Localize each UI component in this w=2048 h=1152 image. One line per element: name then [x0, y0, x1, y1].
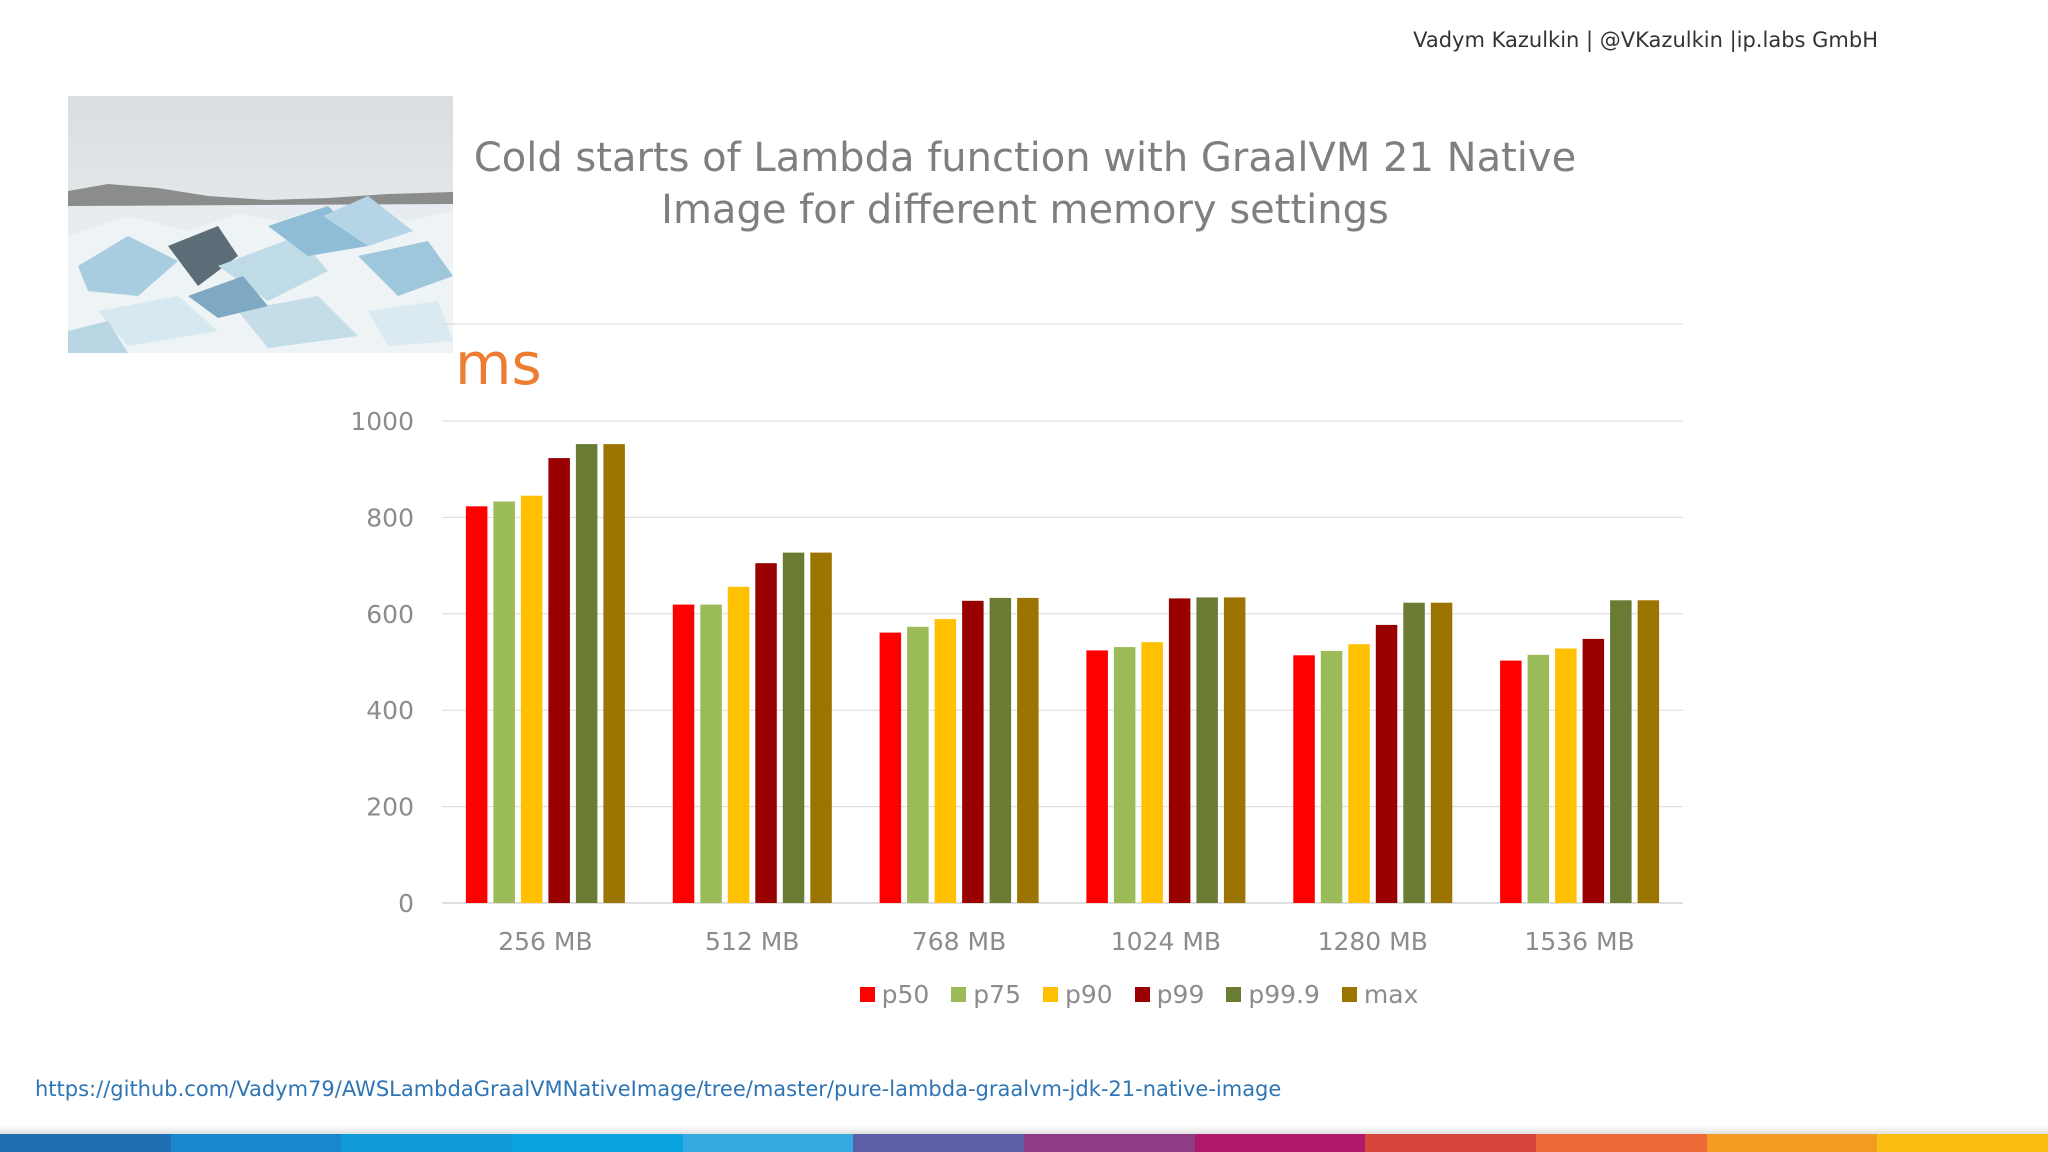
bar-p50 — [1086, 650, 1108, 903]
legend-swatch — [951, 986, 967, 1002]
x-tick-label: 512 MB — [705, 927, 799, 956]
legend-swatch — [1341, 986, 1357, 1002]
bar-p99_9 — [1610, 600, 1632, 903]
footer-stripe-segment — [1024, 1134, 1195, 1152]
chart-title-line-1: Cold starts of Lambda function with Graa… — [473, 135, 1577, 181]
footer-stripe-segment — [1877, 1134, 2048, 1152]
y-tick-label: 600 — [366, 600, 414, 629]
legend-item: p75 — [951, 980, 1021, 1009]
bar-max — [1017, 597, 1039, 903]
bar-max — [603, 444, 625, 903]
bar-p90 — [1348, 644, 1370, 903]
footer-shadow — [0, 1126, 2048, 1134]
bar-p50 — [879, 632, 902, 903]
bar-p75 — [907, 626, 929, 903]
legend-label: max — [1363, 979, 1419, 1009]
chart-title-line-2: Image for different memory settings — [661, 187, 1389, 233]
bar-p50 — [1293, 655, 1315, 903]
bar-chart: 0 200 400 600 800 1000 256 MB 512 MB 768 MB 1024 … — [350, 323, 1683, 956]
legend-swatch — [1134, 986, 1150, 1002]
y-tick-label: 200 — [366, 793, 414, 822]
bar-p75 — [700, 604, 722, 903]
bar-max — [810, 552, 832, 903]
bar-p99_9 — [989, 597, 1012, 903]
bar-p99 — [755, 563, 777, 903]
footer-stripe-segment — [1536, 1134, 1707, 1152]
glacier-ice-photo — [68, 96, 453, 353]
bar-p99 — [1168, 598, 1191, 903]
legend-label: p99.9 — [1248, 979, 1320, 1009]
footer-stripe-segment — [1194, 1134, 1366, 1152]
legend-label: p75 — [973, 979, 1021, 1009]
bar-p99 — [1375, 624, 1398, 903]
legend-item: p90 — [1042, 979, 1113, 1009]
x-tick-label: 1536 MB — [1524, 927, 1634, 956]
x-tick-label: 1280 MB — [1318, 927, 1428, 956]
bar-p90 — [1555, 648, 1577, 903]
glacier-ice-illustration — [68, 96, 453, 353]
bar-p99 — [548, 458, 570, 903]
footer-stripe-segment — [1365, 1134, 1537, 1152]
footer-color-stripe — [0, 1134, 2048, 1152]
legend-item: p99 — [1134, 979, 1205, 1009]
legend-label: p90 — [1064, 979, 1113, 1009]
bar-p99_9 — [1403, 602, 1425, 903]
bar-p75 — [1113, 647, 1136, 903]
presenter-credit: Vadym Kazulkin | @VKazulkin |ip.labs Gmb… — [1413, 28, 1878, 52]
x-tick-label: 768 MB — [912, 927, 1006, 956]
y-tick-label: 0 — [398, 889, 414, 918]
chart-legend: p50 p75 p90 p99 p99.9 max — [0, 978, 2048, 1010]
footer-stripe-segment — [682, 1134, 854, 1152]
bar-p99_9 — [1196, 597, 1218, 903]
bar-p75 — [493, 501, 515, 903]
legend-swatch — [1042, 986, 1058, 1002]
y-tick-label: 400 — [366, 696, 414, 725]
footer-stripe-segment — [1706, 1134, 1878, 1152]
bar-p50 — [672, 604, 695, 903]
y-tick-label: 800 — [366, 503, 414, 532]
footer-stripe-segment — [341, 1134, 513, 1152]
legend-label: p50 — [881, 979, 930, 1009]
x-tick-label: 1024 MB — [1111, 927, 1221, 956]
legend-item: p99.9 — [1226, 980, 1320, 1009]
bar-p99_9 — [782, 552, 805, 903]
bar-max — [1430, 602, 1453, 903]
footer-stripe-segment — [512, 1134, 683, 1152]
bar-p99 — [962, 600, 984, 903]
bar-p50 — [465, 506, 488, 903]
legend-swatch — [859, 986, 875, 1002]
chart-title: Cold starts of Lambda function with Graa… — [470, 132, 1580, 236]
bar-p90 — [727, 586, 750, 903]
bar-p75 — [1527, 654, 1550, 903]
footer-stripe-segment — [853, 1134, 1025, 1152]
x-tick-label: 256 MB — [498, 927, 592, 956]
bar-max — [1637, 600, 1660, 903]
legend-label: p99 — [1156, 979, 1205, 1009]
legend-swatch — [1226, 986, 1242, 1002]
legend-item: p50 — [859, 979, 930, 1009]
legend-item: max — [1341, 979, 1419, 1009]
bar-p99_9 — [575, 444, 598, 903]
footer-stripe-segment — [0, 1134, 171, 1152]
bar-p75 — [1320, 650, 1343, 903]
y-axis-unit-label: ms — [455, 330, 542, 398]
bar-p90 — [1141, 642, 1163, 903]
y-tick-label: 1000 — [350, 407, 414, 436]
source-repository-link[interactable]: https://github.com/Vadym79/AWSLambdaGraa… — [35, 1077, 1282, 1101]
footer-stripe-segment — [170, 1134, 342, 1152]
bar-p50 — [1500, 660, 1522, 903]
bar-p90 — [934, 619, 957, 903]
bar-p90 — [520, 495, 543, 903]
bar-p99 — [1582, 638, 1605, 903]
bar-max — [1223, 597, 1246, 903]
